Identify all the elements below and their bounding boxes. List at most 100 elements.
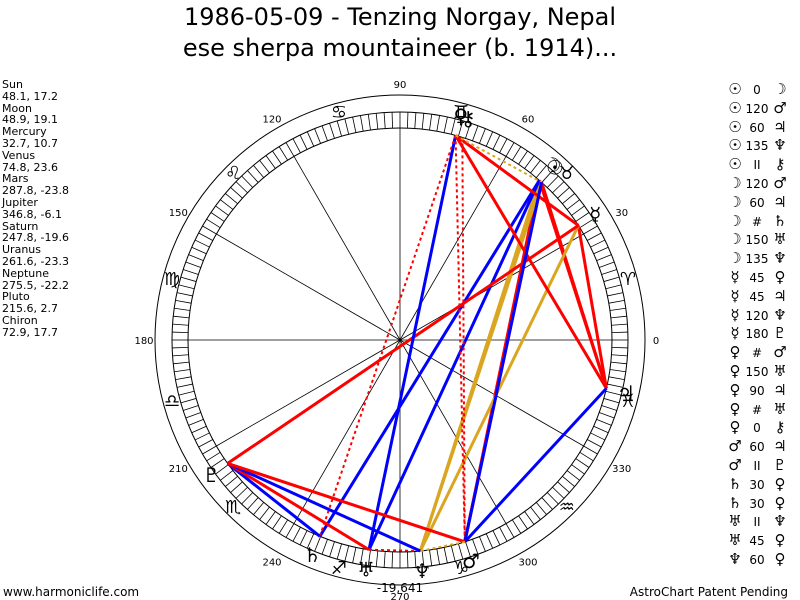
degree-tick (524, 155, 535, 169)
degree-tick (176, 292, 193, 297)
degree-tick (499, 138, 508, 154)
degree-tick (512, 519, 522, 534)
zodiac-sign-glyph: ♈ (620, 269, 636, 290)
aspect-planet-a: ♆ (728, 549, 742, 568)
aspect-row: ☽ 120 ♂ (727, 174, 800, 193)
degree-tick (225, 193, 238, 205)
degree-tick (235, 181, 248, 194)
aspect-line (367, 179, 541, 551)
degree-tick (329, 123, 335, 139)
degree-tick (601, 269, 617, 275)
aspect-line (463, 181, 544, 543)
degree-tick (599, 261, 615, 268)
aspect-line (461, 137, 466, 542)
degree-tick (492, 134, 501, 150)
degree-tick (518, 150, 528, 165)
degree-tick (336, 543, 342, 560)
aspect-row: ♀ 90 ♃ (727, 381, 800, 400)
aspect-planet-a: ♄ (728, 474, 742, 493)
degree-tick (608, 300, 625, 304)
degree-label: 330 (612, 464, 631, 475)
aspect-angle: 0 (753, 421, 761, 436)
degree-tick (472, 539, 479, 555)
aspect-planet-b: ♄ (773, 211, 787, 230)
degree-tick (535, 165, 547, 178)
aspect-planet-b: ♇ (773, 455, 787, 474)
planet-name-chiron: Chiron (2, 313, 38, 327)
degree-tick (175, 376, 192, 380)
aspect-row: ☽ 60 ♃ (727, 193, 800, 212)
degree-tick (391, 112, 394, 129)
degree-tick (485, 131, 494, 147)
degree-tick (611, 346, 628, 349)
aspect-planet-a: ♂ (728, 437, 742, 456)
degree-tick (605, 390, 622, 396)
aspect-angle: 60 (749, 195, 765, 210)
degree-tick (429, 114, 433, 131)
aspect-row: ☉ 0 ☽ (727, 80, 800, 99)
degree-tick (505, 142, 515, 157)
zodiac-sign-glyph: ♍ (164, 269, 180, 290)
aspect-row: ☉ 60 ♃ (727, 118, 800, 137)
aspect-angle: 120 (745, 308, 769, 323)
aspect-planet-a: ☿ (730, 324, 740, 343)
aspect-planet-b: ♅ (773, 399, 787, 418)
degree-tick (225, 475, 238, 487)
degree-tick (241, 492, 254, 505)
aspect-angle: II (753, 515, 761, 530)
planet-coords-saturn: 247.8, -19.6 (2, 231, 69, 245)
degree-tick (406, 112, 409, 129)
zodiac-sign-glyph: ♌ (225, 163, 241, 184)
zodiac-sign-glyph: ♒ (559, 497, 575, 518)
aspect-angle: 135 (745, 252, 769, 267)
degree-tick (609, 307, 626, 311)
degree-tick (183, 269, 199, 275)
planet-glyph-pluto: ♇ (202, 463, 220, 487)
planet-name-moon: Moon (2, 101, 32, 115)
degree-tick (530, 506, 541, 520)
aspect-planet-b: ♂ (773, 343, 787, 362)
degree-tick (607, 383, 624, 388)
degree-tick (609, 369, 626, 373)
degree-tick (607, 292, 624, 297)
degree-tick (191, 246, 207, 255)
planet-name-uranus: Uranus (2, 243, 41, 257)
planet-coords-sun: 48.1, 17.2 (2, 89, 58, 103)
degree-tick (596, 254, 612, 261)
planet-name-jupiter: Jupiter (2, 195, 38, 209)
degree-tick (450, 545, 456, 562)
degree-label: 270 (390, 592, 409, 600)
degree-tick (367, 549, 371, 566)
degree-tick (176, 383, 193, 388)
aspect-planet-b: ♃ (773, 437, 787, 456)
aspect-angle: 30 (749, 477, 765, 492)
degree-tick (206, 218, 221, 228)
degree-tick (414, 551, 417, 568)
degree-tick (202, 225, 217, 235)
degree-tick (198, 232, 214, 241)
planet-coords-uranus: 261.6, -23.3 (2, 254, 69, 268)
aspect-angle: 60 (749, 552, 765, 567)
degree-tick (566, 199, 580, 210)
aspect-row: ☿ 45 ♃ (727, 287, 800, 306)
degree-tick (194, 432, 210, 441)
degree-tick (180, 398, 197, 404)
planet-glyph-mars: ♂ (462, 549, 480, 573)
zodiac-sign-glyph: ♉ (559, 163, 575, 184)
aspect-planet-b: ♂ (773, 98, 787, 117)
planet-positions-list: Sun 48.1, 17.2 Moon 48.9, 19.1 Mercury 32.7, … (2, 79, 69, 339)
degree-tick (429, 549, 433, 566)
degree-tick (360, 115, 364, 132)
aspect-planet-b: ♇ (773, 324, 787, 343)
bottom-value-label: -19,641 (377, 581, 423, 595)
degree-tick (272, 150, 282, 165)
degree-tick (188, 254, 204, 261)
degree-tick (443, 547, 448, 564)
degree-tick (590, 432, 606, 441)
aspect-angle: # (751, 346, 763, 361)
aspect-angle: 180 (745, 327, 769, 342)
degree-tick (375, 550, 379, 567)
degree-tick (421, 550, 425, 567)
degree-label: 150 (169, 208, 188, 219)
